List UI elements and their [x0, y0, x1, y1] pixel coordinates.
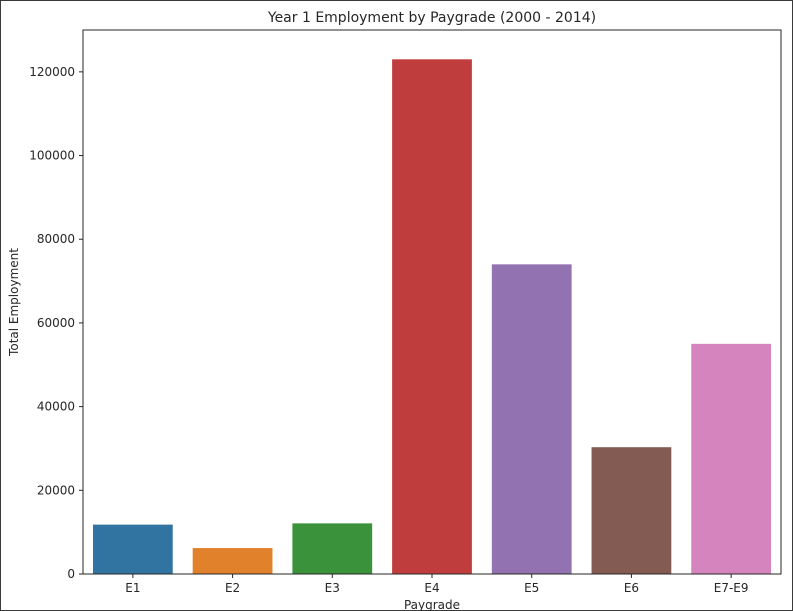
x-axis-label: Paygrade: [404, 598, 460, 611]
x-tick-label: E3: [325, 581, 340, 595]
y-tick-label: 100000: [29, 149, 75, 163]
axes-frame: [82, 29, 782, 575]
y-axis-label: Total Employment: [7, 248, 21, 357]
bar-e1: [92, 524, 173, 574]
x-axis-ticks: E1 E2 E3 E4 E5 E6 E7-E9: [125, 574, 749, 595]
bars-group: [92, 59, 772, 575]
x-tick-label: E2: [225, 581, 240, 595]
bar-e7-e9: [691, 343, 772, 574]
y-tick-label: 40000: [37, 400, 75, 414]
bar-e2: [192, 548, 273, 574]
x-tick-label: E4: [424, 581, 439, 595]
x-tick-label: E5: [524, 581, 539, 595]
bar-e4: [392, 59, 472, 575]
y-axis-ticks: 0 20000 40000 60000 80000 100000 120000: [29, 65, 83, 581]
y-tick-label: 20000: [37, 483, 75, 497]
plot-area: 0 20000 40000 60000 80000 100000 120000 E1 E2 E3…: [29, 29, 782, 595]
x-tick-label: E1: [125, 581, 140, 595]
chart-title: Year 1 Employment by Paygrade (2000 - 20…: [267, 10, 596, 26]
y-tick-label: 120000: [29, 65, 75, 79]
bar-e5: [491, 264, 572, 574]
y-tick-label: 80000: [37, 232, 75, 246]
x-tick-label: E6: [624, 581, 639, 595]
y-tick-label: 60000: [37, 316, 75, 330]
x-tick-label: E7-E9: [714, 581, 749, 595]
y-tick-label: 0: [67, 567, 75, 581]
bar-e3: [292, 523, 373, 574]
bar-e6: [591, 447, 672, 574]
